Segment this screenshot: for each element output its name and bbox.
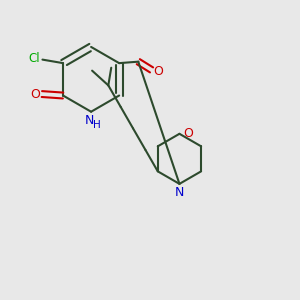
Text: O: O	[30, 88, 40, 100]
Text: O: O	[153, 65, 163, 78]
Text: N: N	[175, 186, 184, 199]
Text: H: H	[92, 120, 100, 130]
Text: O: O	[183, 127, 193, 140]
Text: Cl: Cl	[28, 52, 40, 64]
Text: N: N	[85, 114, 94, 127]
